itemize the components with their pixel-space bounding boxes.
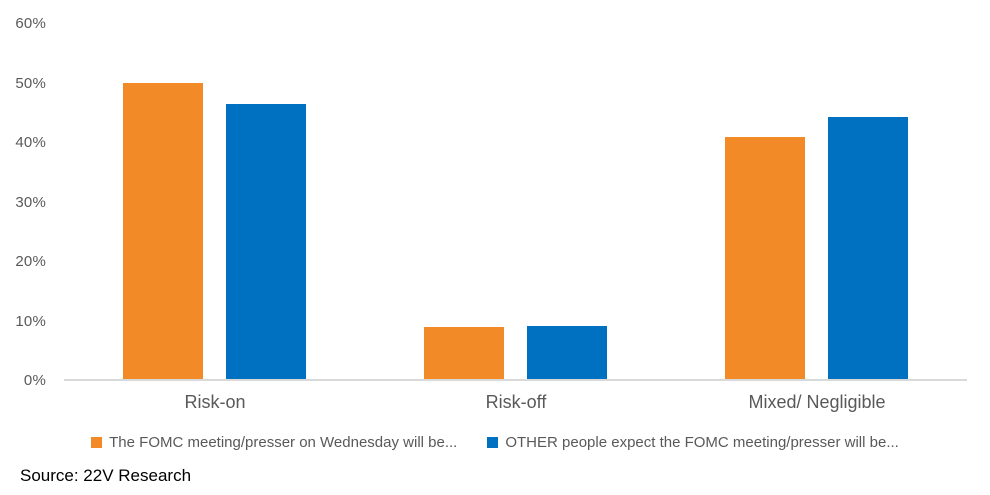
x-axis-category-label: Risk-off: [485, 392, 547, 412]
legend-label: OTHER people expect the FOMC meeting/pre…: [505, 434, 899, 451]
x-axis-category-label: Mixed/ Negligible: [748, 392, 886, 412]
y-axis-tick-label: 10%: [15, 312, 46, 330]
bar-series-1-risk-off: [424, 327, 504, 381]
y-axis-tick-label: 30%: [15, 193, 46, 211]
legend-item-2: OTHER people expect the FOMC meeting/pre…: [487, 434, 899, 451]
bar-series-2-mixed-negligible: [828, 117, 908, 381]
x-axis-category-label: Risk-on: [184, 392, 246, 412]
source-note: Source: 22V Research: [20, 466, 192, 485]
chart-legend: The FOMC meeting/presser on Wednesday wi…: [0, 434, 990, 451]
y-axis-tick-label: 40%: [15, 134, 46, 151]
y-axis-tick-label: 50%: [15, 74, 46, 92]
legend-label: The FOMC meeting/presser on Wednesday wi…: [109, 434, 458, 451]
bar-series-1-mixed-negligible: [725, 137, 805, 381]
bar-series-2-risk-on: [226, 104, 306, 381]
legend-item-1: The FOMC meeting/presser on Wednesday wi…: [91, 434, 457, 451]
bar-series-2-risk-off: [527, 326, 607, 381]
legend-swatch-icon: [487, 437, 499, 448]
y-axis-tick-label: 60%: [15, 15, 46, 32]
x-axis-line: [64, 379, 967, 381]
y-axis-tick-label: 0%: [23, 372, 46, 389]
legend-swatch-icon: [91, 437, 103, 448]
y-axis-tick-label: 20%: [15, 253, 46, 270]
bar-series-1-risk-on: [123, 83, 203, 381]
